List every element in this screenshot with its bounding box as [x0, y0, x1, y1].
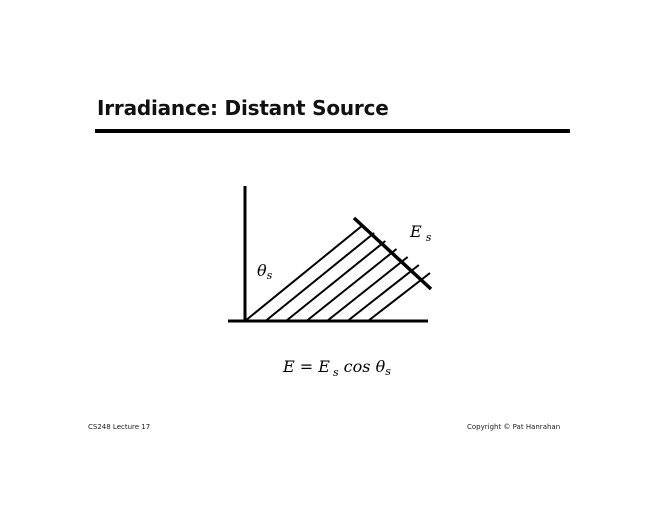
light-ray [244, 224, 364, 322]
slide-title: Irradiance: Distant Source [97, 96, 389, 120]
title-underline [95, 129, 570, 133]
light-ray [367, 272, 431, 322]
source-wavefront [352, 216, 433, 291]
light-ray [305, 248, 398, 322]
light-rays [244, 224, 431, 322]
footer-copyright: Copyright © Pat Hanrahan [467, 423, 561, 431]
light-ray [326, 256, 409, 322]
light-ray [346, 264, 420, 322]
angle-label: θs [257, 261, 273, 282]
light-ray [264, 232, 375, 322]
light-ray [285, 240, 386, 322]
footer-course: CS248 Lecture 17 [88, 423, 151, 431]
